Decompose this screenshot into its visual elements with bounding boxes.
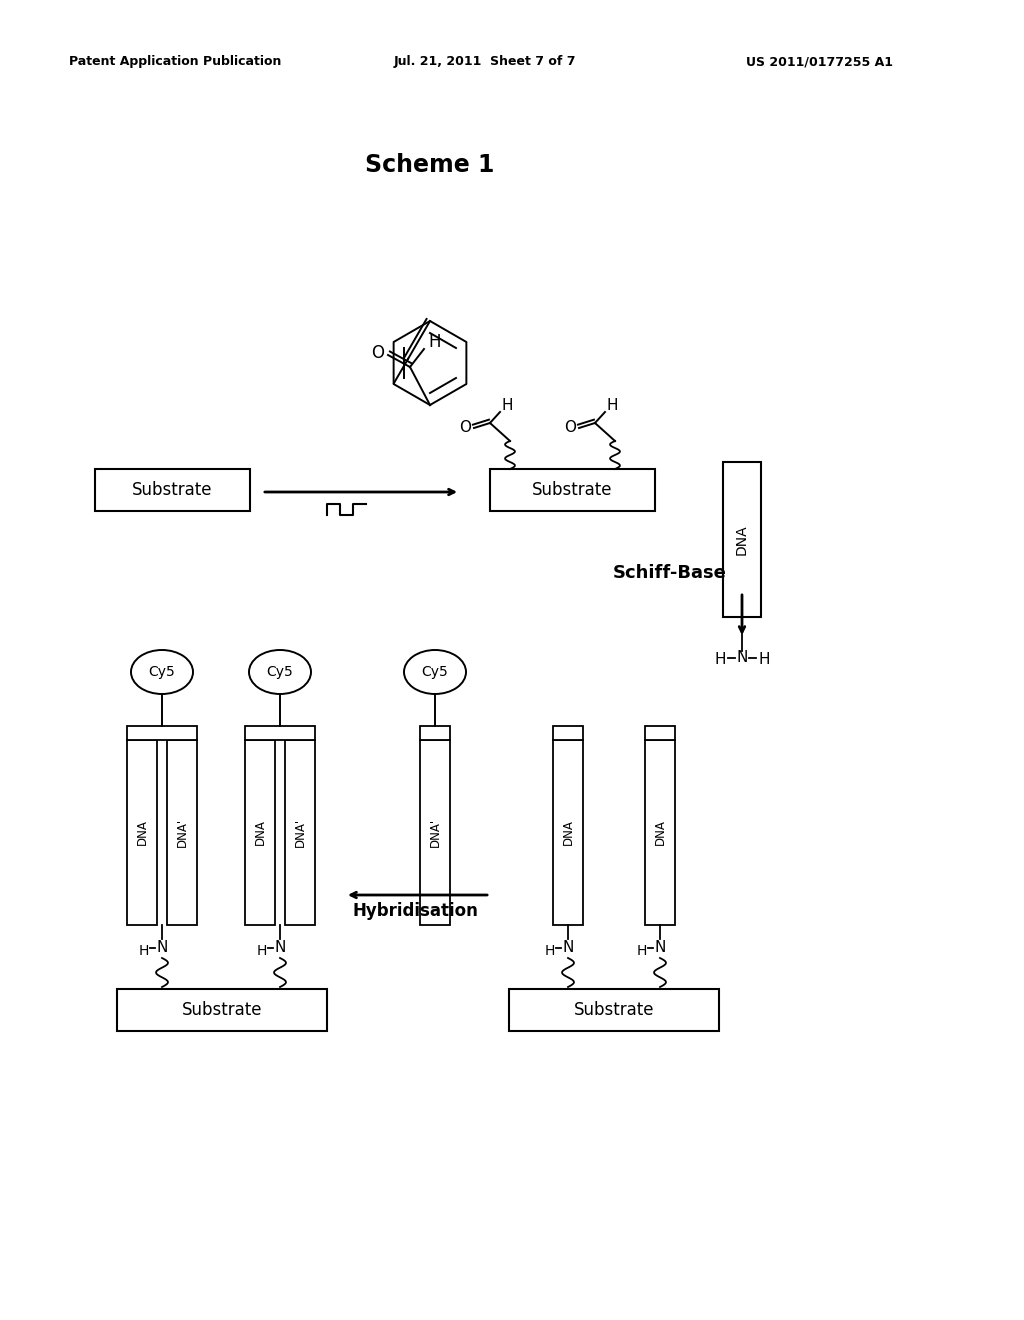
Text: H: H bbox=[429, 333, 441, 351]
Bar bbox=[723, 462, 761, 616]
Text: N: N bbox=[562, 940, 573, 956]
Bar bbox=[553, 726, 583, 741]
Bar bbox=[117, 989, 327, 1031]
Text: DNA': DNA' bbox=[175, 818, 188, 847]
Bar bbox=[127, 741, 157, 925]
Bar bbox=[167, 741, 197, 925]
Text: N: N bbox=[274, 940, 286, 956]
Bar bbox=[420, 726, 450, 741]
Text: H: H bbox=[139, 944, 150, 958]
Text: Substrate: Substrate bbox=[132, 480, 212, 499]
Text: Patent Application Publication: Patent Application Publication bbox=[69, 55, 282, 69]
Text: Substrate: Substrate bbox=[181, 1001, 262, 1019]
Bar bbox=[127, 726, 197, 741]
Ellipse shape bbox=[249, 649, 311, 694]
Text: H: H bbox=[545, 944, 555, 958]
Text: Schiff-Base: Schiff-Base bbox=[613, 564, 727, 582]
Bar bbox=[489, 469, 654, 511]
Text: H: H bbox=[502, 397, 513, 412]
Text: N: N bbox=[157, 940, 168, 956]
Text: DNA: DNA bbox=[653, 820, 667, 845]
Text: DNA: DNA bbox=[561, 820, 574, 845]
Text: H: H bbox=[637, 944, 647, 958]
Ellipse shape bbox=[131, 649, 193, 694]
Text: US 2011/0177255 A1: US 2011/0177255 A1 bbox=[746, 55, 894, 69]
Text: N: N bbox=[736, 651, 748, 665]
Text: Jul. 21, 2011  Sheet 7 of 7: Jul. 21, 2011 Sheet 7 of 7 bbox=[394, 55, 577, 69]
Bar bbox=[285, 741, 315, 925]
Text: Scheme 1: Scheme 1 bbox=[366, 153, 495, 177]
Bar bbox=[645, 726, 675, 741]
Bar bbox=[553, 741, 583, 925]
Text: N: N bbox=[654, 940, 666, 956]
Text: O: O bbox=[459, 421, 471, 436]
Bar bbox=[509, 989, 719, 1031]
Text: Substrate: Substrate bbox=[573, 1001, 654, 1019]
Text: DNA': DNA' bbox=[428, 818, 441, 847]
Text: Hybridisation: Hybridisation bbox=[352, 902, 478, 920]
Text: H: H bbox=[606, 397, 617, 412]
Text: H: H bbox=[257, 944, 267, 958]
Bar bbox=[645, 741, 675, 925]
Text: Substrate: Substrate bbox=[531, 480, 612, 499]
Bar bbox=[94, 469, 250, 511]
Text: DNA: DNA bbox=[135, 820, 148, 845]
Text: O: O bbox=[564, 421, 575, 436]
Ellipse shape bbox=[404, 649, 466, 694]
Bar bbox=[245, 726, 315, 741]
Text: H: H bbox=[758, 652, 770, 668]
Text: H: H bbox=[715, 652, 726, 668]
Text: Cy5: Cy5 bbox=[422, 665, 449, 678]
Text: Cy5: Cy5 bbox=[148, 665, 175, 678]
Text: DNA: DNA bbox=[254, 820, 266, 845]
Text: Cy5: Cy5 bbox=[266, 665, 293, 678]
Bar bbox=[420, 741, 450, 925]
Text: DNA': DNA' bbox=[294, 818, 306, 847]
Text: DNA: DNA bbox=[735, 524, 749, 554]
Bar bbox=[245, 741, 275, 925]
Text: O: O bbox=[372, 345, 384, 362]
